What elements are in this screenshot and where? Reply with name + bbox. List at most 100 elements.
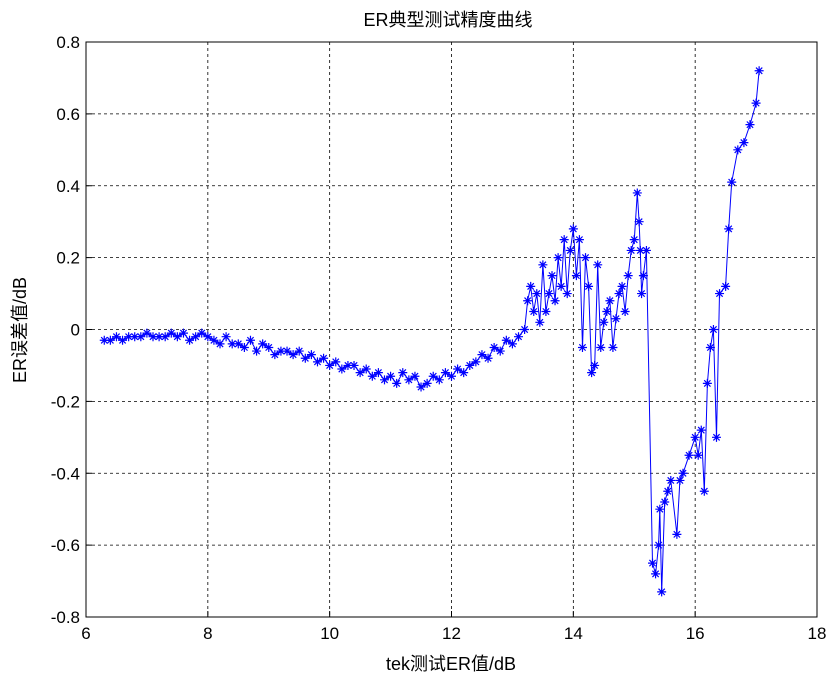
data-point: [559, 235, 569, 245]
data-point: [641, 245, 651, 255]
data-point: [602, 307, 612, 317]
data-point: [745, 120, 755, 130]
y-tick-label: 0.4: [56, 177, 80, 196]
data-point: [565, 245, 575, 255]
data-point: [699, 486, 709, 496]
data-point: [632, 188, 642, 198]
data-point: [130, 332, 140, 342]
data-point: [142, 328, 152, 338]
data-point: [623, 271, 633, 281]
data-point: [386, 371, 396, 381]
plot-border: [85, 41, 818, 618]
data-point: [634, 217, 644, 227]
data-point: [258, 339, 268, 349]
data-point: [684, 450, 694, 460]
data-point: [477, 350, 487, 360]
data-point: [489, 342, 499, 352]
data-point: [724, 224, 734, 234]
data-point: [556, 281, 566, 291]
data-point: [581, 253, 591, 263]
data-point: [614, 289, 624, 299]
y-tick-labels: -0.8 -0.6 -0.4 -0.2 0 0.2 0.4 0.6 0.8: [51, 33, 80, 627]
data-point: [252, 346, 262, 356]
data-point: [185, 335, 195, 345]
x-tick-label: 18: [808, 624, 827, 643]
data-point: [596, 342, 606, 352]
data-point: [705, 342, 715, 352]
data-point: [416, 382, 426, 392]
data-point: [550, 296, 560, 306]
data-point: [404, 375, 414, 385]
y-tick-label: -0.6: [51, 536, 80, 555]
data-point: [428, 371, 438, 381]
data-point: [191, 332, 201, 342]
data-point: [440, 368, 450, 378]
data-point: [590, 360, 600, 370]
data-point: [608, 342, 618, 352]
data-point: [672, 529, 682, 539]
data-point: [105, 335, 115, 345]
data-point: [221, 332, 231, 342]
y-tick-label: -0.2: [51, 392, 80, 411]
data-point: [178, 328, 188, 338]
data-point: [118, 335, 128, 345]
data-point: [300, 353, 310, 363]
data-point: [160, 332, 170, 342]
data-point: [620, 307, 630, 317]
data-point: [532, 289, 542, 299]
data-point: [733, 145, 743, 155]
data-point: [215, 339, 225, 349]
data-point: [398, 368, 408, 378]
data-point: [203, 332, 213, 342]
data-point: [270, 350, 280, 360]
data-point: [227, 339, 237, 349]
y-tick-label: -0.4: [51, 464, 80, 483]
data-point: [343, 360, 353, 370]
data-point: [136, 332, 146, 342]
data-point: [708, 325, 718, 334]
data-point: [577, 342, 587, 352]
data-point: [514, 332, 524, 342]
data-point: [553, 253, 563, 263]
data-point: [635, 245, 645, 255]
x-tick-label: 16: [686, 624, 705, 643]
data-point: [501, 335, 511, 345]
data-point: [666, 475, 676, 485]
data-point: [715, 289, 725, 299]
y-axis-label: ER误差值/dB: [10, 277, 30, 383]
x-axis-label: tek测试ER值/dB: [386, 654, 516, 674]
chart-title: ER典型测试精度曲线: [363, 10, 532, 30]
data-point: [349, 360, 359, 370]
data-point: [264, 342, 274, 352]
data-point: [562, 289, 572, 299]
data-point: [535, 317, 545, 327]
data-point: [312, 357, 322, 367]
data-point: [739, 138, 749, 148]
data-point: [294, 346, 304, 356]
data-point: [629, 235, 639, 245]
data-point: [197, 328, 207, 338]
data-point: [465, 360, 475, 370]
data-point: [675, 475, 685, 485]
data-point: [529, 307, 539, 317]
data-point: [239, 342, 249, 352]
data-point: [617, 281, 627, 291]
x-tick-label: 10: [320, 624, 339, 643]
data-point: [663, 486, 673, 496]
data-point: [690, 432, 700, 442]
data-point: [605, 296, 615, 306]
data-point: [282, 346, 292, 356]
data-point: [422, 378, 432, 388]
data-point: [355, 368, 365, 378]
data-point: [574, 235, 584, 245]
data-point: [325, 360, 335, 370]
data-point: [571, 271, 581, 281]
data-point: [584, 281, 594, 291]
data-point: [751, 98, 761, 108]
data-point: [361, 364, 371, 374]
data-point: [599, 317, 609, 327]
y-tick-label: 0: [71, 321, 80, 340]
x-tick-labels: 6 8 10 12 14 16 18: [81, 624, 826, 643]
data-point: [721, 281, 731, 291]
